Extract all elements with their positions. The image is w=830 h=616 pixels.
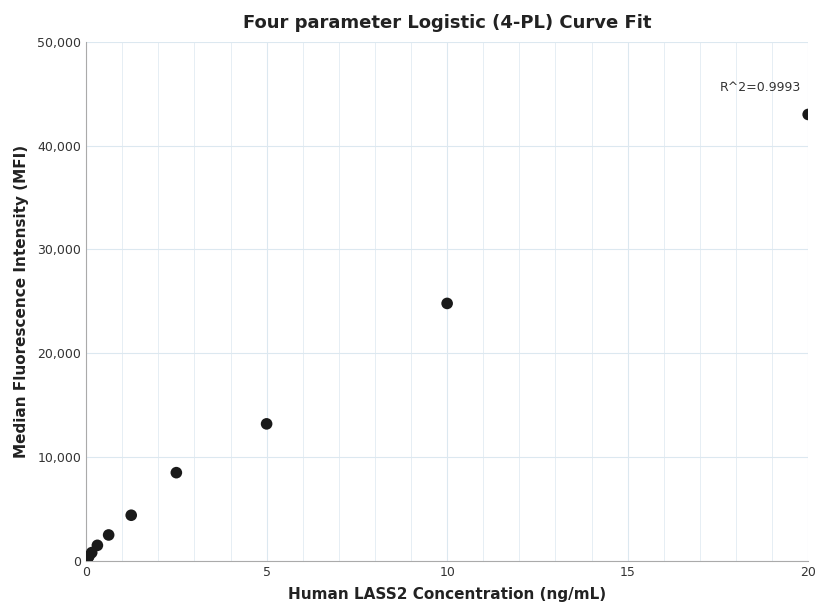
Point bbox=[82, 551, 95, 561]
Point bbox=[81, 554, 94, 564]
Point bbox=[90, 540, 104, 550]
Title: Four parameter Logistic (4-PL) Curve Fit: Four parameter Logistic (4-PL) Curve Fit bbox=[243, 14, 652, 32]
Point bbox=[102, 530, 115, 540]
Text: R^2=0.9993: R^2=0.9993 bbox=[720, 81, 801, 94]
X-axis label: Human LASS2 Concentration (ng/mL): Human LASS2 Concentration (ng/mL) bbox=[288, 587, 606, 602]
Point bbox=[85, 548, 99, 557]
Point bbox=[169, 468, 183, 477]
Point bbox=[260, 419, 273, 429]
Point bbox=[124, 510, 138, 520]
Point bbox=[802, 110, 815, 120]
Point bbox=[441, 299, 454, 309]
Y-axis label: Median Fluorescence Intensity (MFI): Median Fluorescence Intensity (MFI) bbox=[14, 145, 29, 458]
